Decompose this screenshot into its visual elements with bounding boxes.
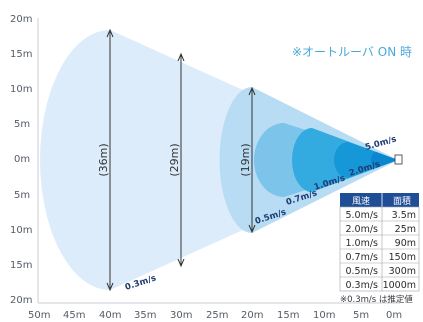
table-cell-area: 1000m	[383, 280, 416, 291]
y-tick-label: 20m	[10, 295, 32, 306]
x-tick-label: 40m	[99, 310, 121, 321]
y-tick-label: 5m	[14, 190, 30, 201]
table-cell-speed: 5.0m/s	[345, 210, 378, 221]
y-axis: 20m 15m 10m 5m 0m 5m 10m 15m 20m	[10, 14, 39, 306]
arrowhead	[106, 282, 114, 292]
x-tick-label: 20m	[241, 310, 263, 321]
table-row: 0.5m/s 300m	[345, 266, 416, 277]
table-header-bg	[340, 193, 419, 207]
table-row: 0.7m/s 150m	[345, 252, 416, 263]
table-cell-speed: 0.3m/s	[345, 280, 378, 291]
arrowhead	[106, 28, 114, 38]
area-table: 風速 面積 5.0m/s 3.5m 2.0m/s 25m 1.0m/s 90m …	[339, 193, 420, 305]
zone-5.0ms	[371, 152, 398, 168]
table-cell-speed: 2.0m/s	[345, 224, 378, 235]
y-tick-label: 5m	[14, 119, 30, 130]
x-tick-label: 50m	[28, 310, 50, 321]
table-row: 0.3m/s 1000m	[345, 280, 416, 291]
table-header-speed: 風速	[352, 196, 370, 207]
table-cell-speed: 0.7m/s	[345, 252, 378, 263]
speed-label-5.0: 5.0m/s	[364, 134, 398, 152]
table-cell-area: 3.5m	[392, 210, 416, 221]
table-cell-area: 25m	[395, 224, 416, 235]
y-tick-label: 15m	[10, 260, 32, 271]
x-tick-label: 35m	[134, 310, 156, 321]
y-tick-label: 10m	[10, 225, 32, 236]
x-tick-label: 25m	[206, 310, 228, 321]
arrowhead	[177, 258, 185, 268]
table-header-area: 面積	[393, 195, 411, 207]
x-tick-label: 45m	[63, 310, 85, 321]
y-tick-label: 10m	[10, 84, 32, 95]
y-tick-label: 20m	[10, 14, 32, 25]
x-tick-label: 15m	[277, 310, 299, 321]
table-row: 2.0m/s 25m	[345, 224, 416, 235]
table-cell-area: 90m	[395, 238, 416, 249]
table-cell-speed: 0.5m/s	[345, 266, 378, 277]
x-tick-label: 0m	[386, 310, 402, 321]
x-tick-label: 5m	[353, 310, 369, 321]
table-cell-speed: 1.0m/s	[345, 238, 378, 249]
dimension-label-36m: (36m)	[97, 143, 110, 176]
x-axis: 50m 45m 40m 35m 30m 25m 20m 15m 10m 5m 0…	[28, 302, 402, 321]
airflow-zones	[40, 30, 403, 290]
table-cell-area: 150m	[389, 252, 416, 263]
table-body	[339, 206, 420, 292]
table-cell-area: 300m	[389, 266, 416, 277]
arrowhead	[248, 86, 256, 96]
zone-2.0ms	[334, 142, 398, 178]
arrowhead	[177, 52, 185, 62]
y-tick-label: 0m	[14, 154, 30, 165]
x-tick-label: 10m	[313, 310, 335, 321]
unit-marker	[394, 154, 403, 165]
auto-louver-note: ※オートルーバ ON 時	[292, 45, 412, 59]
dimension-lines	[106, 28, 256, 292]
arrowhead	[248, 224, 256, 234]
table-footnote: ※0.3m/s は推定値	[340, 294, 413, 305]
zone-0.3ms	[40, 30, 398, 290]
table-row: 5.0m/s 3.5m	[345, 210, 416, 221]
dimension-label-19m: (19m)	[239, 143, 252, 176]
x-tick-label: 30m	[170, 310, 192, 321]
y-tick-label: 15m	[10, 49, 32, 60]
table-row: 1.0m/s 90m	[345, 238, 416, 249]
dimension-label-29m: (29m)	[168, 143, 181, 176]
